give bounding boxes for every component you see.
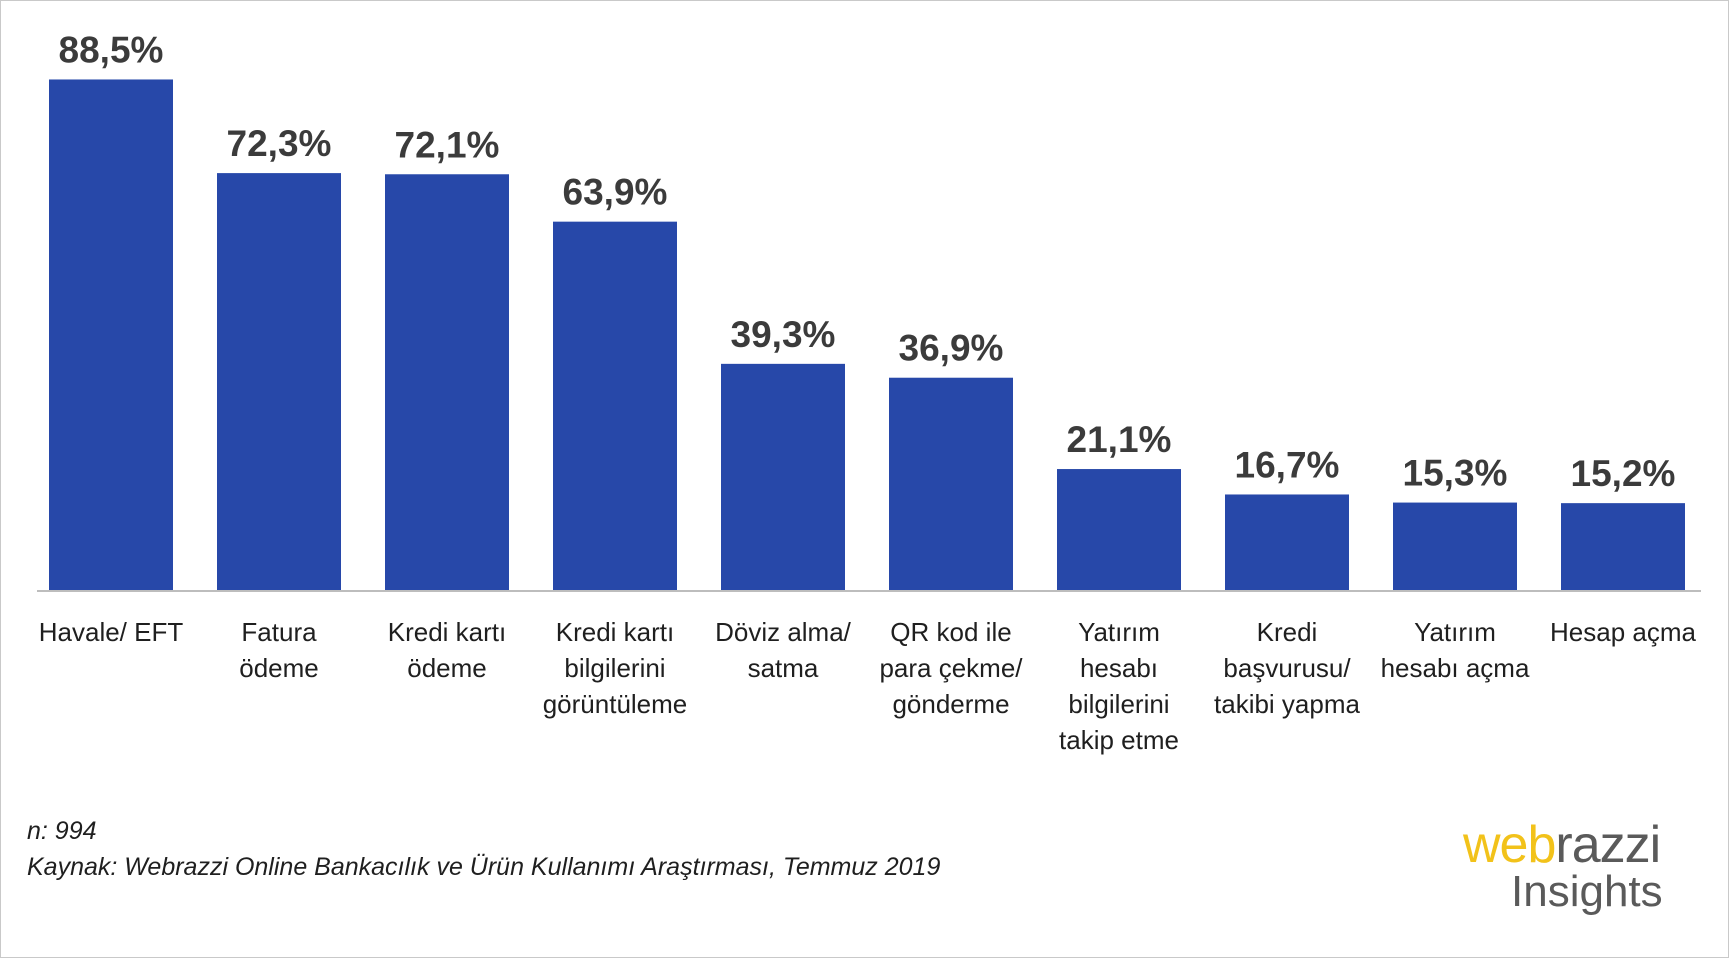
bar-value-label-1: 88,5%: [59, 29, 164, 70]
bar-3: [385, 174, 509, 591]
bar-4: [553, 221, 677, 591]
bar-9: [1393, 502, 1517, 591]
category-label-3: Kredi kartı ödeme: [388, 617, 507, 683]
logo-web: web: [1463, 816, 1556, 874]
bar-10: [1561, 503, 1685, 591]
bar-value-label-2: 72,3%: [227, 123, 332, 164]
category-label-8: Kredi başvurusu/takibi yapma: [1214, 617, 1360, 719]
logo-insights: Insights: [1511, 867, 1663, 916]
category-label-1: Havale/ EFT: [39, 617, 184, 647]
bar-value-label-4: 63,9%: [563, 172, 668, 213]
category-label-7: Yatırım hesabı bilgilerini takip etme: [1059, 617, 1179, 755]
bar-value-label-3: 72,1%: [395, 124, 500, 165]
logo-wordmark: webrazzi: [1463, 819, 1713, 871]
source-note: Kaynak: Webrazzi Online Bankacılık ve Ür…: [27, 853, 941, 881]
bar-8: [1225, 494, 1349, 591]
bar-value-label-10: 15,2%: [1571, 453, 1676, 494]
bar-5: [721, 363, 845, 591]
logo-razzi: razzi: [1555, 816, 1661, 874]
category-label-6: QR kod ile para çekme/gönderme: [879, 617, 1023, 719]
bar-value-label-5: 39,3%: [731, 314, 836, 355]
bar-6: [889, 377, 1013, 591]
sample-size-note: n: 994: [27, 817, 97, 845]
webrazzi-insights-logo: webrazzi Insights: [1463, 819, 1713, 916]
category-label-2: Fatura ödeme: [239, 617, 319, 683]
category-label-5: Döviz alma/satma: [715, 617, 852, 683]
bar-value-label-8: 16,7%: [1235, 444, 1340, 485]
category-label-9: Yatırım hesabı açma: [1381, 617, 1530, 683]
bar-value-label-7: 21,1%: [1067, 419, 1172, 460]
bar-value-label-6: 36,9%: [899, 328, 1004, 369]
bar-value-label-9: 15,3%: [1403, 453, 1508, 494]
bar-2: [217, 173, 341, 591]
bar-1: [49, 79, 173, 591]
category-label-10: Hesap açma: [1550, 617, 1696, 647]
category-label-4: Kredi kartı bilgilerini görüntüleme: [543, 617, 688, 719]
bar-7: [1057, 469, 1181, 591]
